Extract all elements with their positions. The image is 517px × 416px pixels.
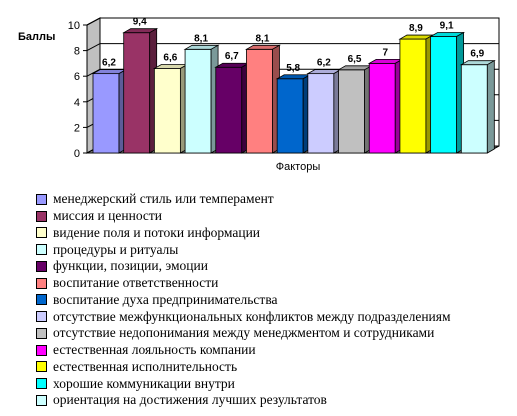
legend-item: функции, позиции, эмоции [36, 258, 451, 275]
bar-front [123, 32, 151, 154]
legend-label: ориентация на достижения лучших результа… [53, 392, 327, 408]
legend-swatch [36, 327, 47, 339]
legend-item: отсутствие межфункциональных конфликтов … [36, 308, 451, 325]
legend-swatch [36, 260, 47, 272]
y-tick-label: 10 [68, 20, 80, 32]
gridline [86, 43, 499, 52]
legend-swatch [36, 277, 47, 289]
legend-item: ориентация на достижения лучших результа… [36, 392, 451, 409]
legend-swatch [36, 210, 47, 222]
legend-label: процедуры и ритуалы [53, 241, 179, 257]
bar [398, 34, 435, 154]
y-tick-label: 4 [74, 97, 80, 109]
bar-front [307, 73, 335, 154]
bar-chart: 0 2 4 6 8 10 6,2 9,4 6,6 8,1 6,7 8,1 5,8 6,2 6,5 7 8,9 9… [18, 17, 500, 173]
bar [152, 63, 189, 154]
data-label: 7 [382, 47, 388, 58]
legend-swatch [36, 311, 47, 323]
chart-labels: 6,2 9,4 6,6 8,1 6,7 8,1 5,8 6,2 6,5 7 8,9 9,1 6,9 [102, 17, 485, 74]
bar [429, 31, 466, 154]
bar [122, 27, 159, 154]
legend-item: воспитание духа предпринимательства [36, 292, 451, 309]
y-axis-label: Баллы [18, 31, 55, 43]
legend-item: воспитание ответственности [36, 275, 451, 292]
legend-label: отсутствие недопонимания между менеджмен… [53, 325, 435, 341]
bar [183, 44, 220, 154]
data-label: 5,8 [286, 63, 300, 74]
legend-label: видение поля и потоки информации [53, 224, 261, 240]
bar [214, 62, 251, 154]
legend-item: хорошие коммуникации внутри [36, 375, 451, 392]
legend-label: миссия и ценности [53, 208, 163, 224]
legend-swatch [36, 344, 47, 356]
bar-front [430, 36, 458, 154]
bar [275, 74, 312, 154]
y-tick-label: 2 [74, 122, 80, 134]
legend-label: отсутствие межфункциональных конфликтов … [53, 308, 451, 324]
bar [244, 44, 281, 154]
bar-front [215, 66, 243, 154]
legend-label: естественная исполнительность [53, 358, 238, 374]
legend-label: менеджерский стиль или темперамент [53, 191, 274, 207]
y-tick-label: 0 [74, 148, 80, 160]
data-label: 6,9 [470, 49, 484, 60]
legend-label: воспитание ответственности [53, 275, 219, 291]
bar [306, 68, 343, 154]
data-label: 8,1 [256, 33, 270, 44]
bar [337, 65, 374, 154]
legend-swatch [36, 193, 47, 205]
data-label: 6,6 [163, 53, 177, 64]
bar-side [486, 59, 495, 154]
legend-item: отсутствие недопонимания между менеджмен… [36, 325, 451, 342]
legend-swatch [36, 227, 47, 239]
legend-label: функции, позиции, эмоции [53, 258, 208, 274]
bar-front [368, 63, 396, 154]
y-tick-label: 6 [74, 71, 80, 83]
y-tick-label: 8 [74, 46, 80, 58]
legend-swatch [36, 294, 47, 306]
x-axis-label: Факторы [276, 161, 321, 173]
bar-front [460, 64, 488, 154]
legend-item: естественная лояльность компании [36, 342, 451, 359]
data-label: 9,1 [440, 21, 454, 32]
bar [459, 59, 496, 154]
bar-front [246, 48, 273, 154]
legend-swatch [36, 361, 47, 373]
legend-swatch [36, 394, 47, 406]
bar-front [276, 78, 304, 154]
legend-label: воспитание духа предпринимательства [53, 291, 278, 307]
legend-item: менеджерский стиль или темперамент [36, 191, 451, 208]
bar-front [92, 73, 120, 154]
data-label: 8,1 [194, 33, 208, 44]
legend-item: видение поля и потоки информации [36, 225, 451, 242]
bar [91, 68, 128, 154]
bar [367, 58, 404, 154]
legend-item: миссия и ценности [36, 208, 451, 225]
chart-bars [91, 27, 496, 154]
bar-front [399, 38, 427, 154]
bar-front [153, 68, 181, 154]
data-label: 9,4 [133, 17, 147, 28]
legend-label: естественная лояльность компании [53, 342, 256, 358]
legend-swatch [36, 244, 47, 256]
legend-label: хорошие коммуникации внутри [53, 375, 235, 391]
data-label: 6,2 [102, 58, 116, 69]
data-label: 6,2 [317, 58, 331, 69]
data-label: 8,9 [409, 23, 423, 34]
legend-item: естественная исполнительность [36, 359, 451, 376]
bar-front [184, 48, 212, 154]
data-label: 6,7 [225, 51, 239, 62]
chart-legend: менеджерский стиль или темперамент миссия… [36, 191, 451, 409]
bar-front [338, 69, 365, 154]
data-label: 6,5 [348, 54, 362, 65]
legend-swatch [36, 378, 47, 390]
gridline [86, 17, 499, 26]
legend-item: процедуры и ритуалы [36, 241, 451, 258]
